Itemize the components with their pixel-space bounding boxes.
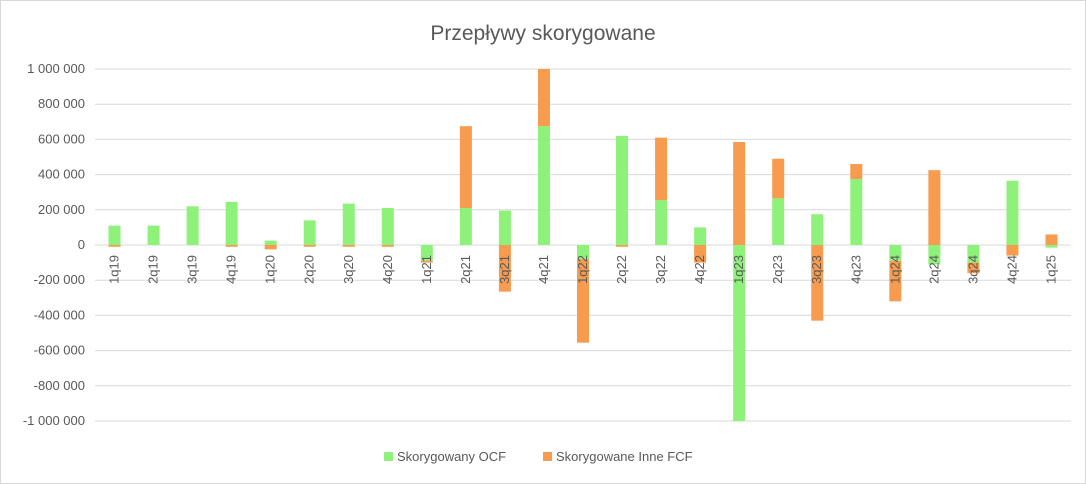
x-tick-label: 3q20 xyxy=(341,255,356,284)
x-tick-label: 2q20 xyxy=(302,255,317,284)
bar-inne-fcf xyxy=(928,170,941,245)
x-tick-label: 4q19 xyxy=(224,255,239,284)
x-tick-label: 3q19 xyxy=(185,255,200,284)
bar-inne-fcf xyxy=(459,126,472,209)
bar-ocf xyxy=(459,208,472,245)
x-tick-label: 2q23 xyxy=(770,255,785,284)
x-tick-label: 1q19 xyxy=(107,255,122,284)
bar-ocf xyxy=(381,208,394,245)
legend-swatch-ocf xyxy=(384,452,393,461)
bar-inne-fcf xyxy=(577,259,589,343)
bar-inne-fcf xyxy=(537,69,550,127)
legend-label-ocf: Skorygowany OCF xyxy=(397,449,506,464)
legend-label-inne-fcf: Skorygowane Inne FCF xyxy=(556,449,693,464)
bar-ocf xyxy=(225,201,238,245)
bar-inne-fcf xyxy=(694,245,707,263)
bar-ocf xyxy=(186,206,199,245)
bar-inne-fcf xyxy=(616,245,629,247)
y-tick-label: 1 000 000 xyxy=(27,61,85,76)
bar-inne-fcf xyxy=(850,164,863,179)
bar-inne-fcf xyxy=(889,260,902,302)
bar-ocf xyxy=(342,203,355,245)
x-tick-label: 4q24 xyxy=(1004,255,1019,284)
y-tick-label: -1 000 000 xyxy=(23,413,85,428)
bar-ocf xyxy=(655,200,668,245)
bar-ocf xyxy=(420,245,433,261)
bar-ocf xyxy=(303,220,316,245)
bar-ocf xyxy=(264,240,277,245)
bar-ocf xyxy=(967,245,980,263)
y-tick-label: -400 000 xyxy=(34,307,85,322)
x-tick-label: 2q24 xyxy=(926,255,941,284)
x-tick-label: 4q22 xyxy=(692,255,707,284)
x-tick-label: 4q23 xyxy=(848,255,863,284)
bar-ocf xyxy=(498,210,511,245)
bar-inne-fcf xyxy=(303,245,316,247)
bar-ocf xyxy=(616,135,629,245)
bar-ocf xyxy=(811,214,824,245)
bar-ocf xyxy=(147,225,160,245)
x-tick-label: 1q24 xyxy=(887,255,902,284)
bar-inne-fcf xyxy=(967,262,980,274)
legend-swatch-inne-fcf xyxy=(543,452,552,461)
axis-layer: -1 000 000 -800 000 -600 000 -400 000 -200 0… xyxy=(23,61,1059,428)
bar-inne-fcf xyxy=(655,137,668,201)
bar-ocf xyxy=(577,245,589,260)
bar-ocf xyxy=(694,227,707,245)
bar-inne-fcf xyxy=(498,245,511,292)
bar-ocf xyxy=(733,245,746,421)
bar-inne-fcf xyxy=(733,142,746,245)
x-tick-label: 1q20 xyxy=(263,255,278,284)
bar-inne-fcf xyxy=(772,158,785,199)
bar-inne-fcf xyxy=(264,245,277,250)
x-tick-label: 2q19 xyxy=(146,255,161,284)
x-tick-label: 2q22 xyxy=(614,255,629,284)
y-tick-label: -800 000 xyxy=(34,378,85,393)
x-tick-label: 2q21 xyxy=(458,255,473,284)
legend: Skorygowany OCF Skorygowane Inne FCF xyxy=(384,449,693,464)
x-tick-label: 1q21 xyxy=(419,255,434,284)
y-tick-label: 800 000 xyxy=(38,96,85,111)
y-tick-label: 200 000 xyxy=(38,202,85,217)
bar-inne-fcf xyxy=(108,245,121,247)
y-tick-label: 0 xyxy=(78,237,85,252)
bar-inne-fcf xyxy=(420,260,433,263)
bar-ocf xyxy=(772,198,785,245)
bar-inne-fcf xyxy=(1045,234,1058,245)
bar-layer xyxy=(108,69,1058,421)
bar-inne-fcf xyxy=(811,245,824,321)
bar-inne-fcf xyxy=(381,245,394,247)
bar-inne-fcf xyxy=(342,245,355,247)
x-tick-label: 3q23 xyxy=(809,255,824,284)
x-tick-label: 4q20 xyxy=(380,255,395,284)
bar-inne-fcf xyxy=(1006,245,1019,256)
x-tick-label: 1q25 xyxy=(1043,255,1058,284)
bar-inne-fcf xyxy=(225,245,238,247)
y-tick-label: -600 000 xyxy=(34,343,85,358)
y-tick-label: -200 000 xyxy=(34,272,85,287)
x-tick-label: 3q21 xyxy=(497,255,512,284)
chart-title: Przepływy skorygowane xyxy=(430,22,655,45)
bar-ocf xyxy=(1006,180,1019,245)
x-tick-label: 1q23 xyxy=(731,255,746,284)
bar-ocf xyxy=(850,179,863,245)
bar-ocf xyxy=(928,245,941,265)
bar-ocf xyxy=(108,225,121,245)
x-tick-label: 1q22 xyxy=(575,255,590,284)
y-tick-label: 400 000 xyxy=(38,167,85,182)
bar-ocf xyxy=(889,245,902,261)
x-tick-label: 3q24 xyxy=(965,255,980,284)
x-tick-label: 4q21 xyxy=(536,255,551,284)
bar-ocf xyxy=(537,126,550,245)
x-tick-label: 3q22 xyxy=(653,255,668,284)
bar-ocf xyxy=(1045,245,1058,248)
y-tick-label: 600 000 xyxy=(38,131,85,146)
